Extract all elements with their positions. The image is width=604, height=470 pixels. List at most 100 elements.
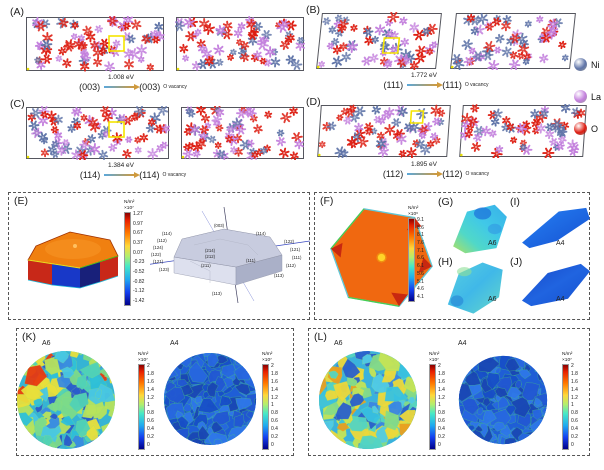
panel-label-a: (A) <box>10 6 24 18</box>
reaction-b: 1.772 eV (111) (111) O vacancy <box>356 72 516 90</box>
colorbar-title: N/m² <box>562 352 573 357</box>
colorbar-scale: ×10⁷ <box>124 205 134 211</box>
colorbar-tick: 1.8 <box>271 370 278 377</box>
colorbar-tick: -0.23 <box>133 259 145 266</box>
panel-label-k: (K) <box>22 331 36 343</box>
panel-label-e: (E) <box>14 195 28 207</box>
facet-to: (111) <box>442 80 462 90</box>
crystal-slab <box>317 104 451 158</box>
colorbar-tick: -0.52 <box>133 268 145 275</box>
facet-miller-index: (111) <box>246 258 256 263</box>
colorbar-tick: 0.2 <box>438 434 445 441</box>
reaction-arrow-icon <box>407 81 444 88</box>
colorbar-tick: 0.2 <box>571 434 578 441</box>
colorbar-tick: 1.8 <box>147 370 154 377</box>
grain-shape-h <box>447 262 503 314</box>
facet-from: (003) <box>79 82 101 92</box>
sample-tag: A4 <box>556 240 565 247</box>
facet-miller-index: (114) <box>256 231 266 236</box>
crystal-slab <box>181 106 304 160</box>
colorbar-tick: 1 <box>271 402 274 409</box>
ni-atom-icon <box>574 58 587 71</box>
colorbar-scale: ×10⁷ <box>262 357 272 363</box>
wulff-shape-colored <box>27 231 119 289</box>
colorbar-scale: ×10⁷ <box>138 357 148 363</box>
crystal-slab <box>175 16 305 71</box>
colorbar-tick: 0.2 <box>271 434 278 441</box>
colorbar-tick: 1.8 <box>571 370 578 377</box>
colorbar-tick: 1 <box>147 402 150 409</box>
panel-label-d: (D) <box>306 96 321 108</box>
colorbar-gradient <box>262 364 269 451</box>
sample-tag: A4 <box>458 340 467 347</box>
panel-label-i: (I) <box>510 196 520 208</box>
facet-miller-index: (113) <box>212 291 222 296</box>
wulff-shape-grey: (114) (112) (124) (122) (121) (123) (003) (214)… <box>150 206 310 304</box>
colorbar-gradient <box>124 212 131 307</box>
colorbar-gradient <box>429 364 436 451</box>
colorbar-tick: 0 <box>147 441 150 448</box>
colorbar-title: N/m² <box>262 352 273 357</box>
colorbar-tick: 1.6 <box>147 378 154 385</box>
colorbar-scale: ×10⁷ <box>562 357 572 363</box>
colorbar-tick: 0.97 <box>133 220 143 227</box>
colorbar-gradient <box>408 218 415 303</box>
panel-label-l: (L) <box>314 331 327 343</box>
legend-label: La <box>591 91 602 102</box>
legend-label: O <box>591 123 599 134</box>
legend-item-o: O <box>574 122 604 135</box>
facet-miller-index: (122) <box>151 252 162 257</box>
colorbar-k1: N/m² ×10⁷ 2 1.8 1.6 1.4 1.2 1 0.8 0.6 0.4 0.2 0 <box>138 352 154 451</box>
colorbar-tick: 0 <box>438 441 441 448</box>
colorbar-title: N/m² <box>138 352 149 357</box>
grain-map-circle <box>163 352 257 446</box>
colorbar-tick: 0.37 <box>133 240 143 246</box>
facet-miller-index: (212) <box>205 254 216 259</box>
colorbar-tick: -1.42 <box>133 297 145 304</box>
facet-miller-index: (211) <box>201 263 211 268</box>
colorbar-title: N/m² <box>408 206 419 211</box>
colorbar-scale: ×10⁶ <box>408 211 419 217</box>
colorbar-l1: N/m² ×10⁷ 2 1.8 1.6 1.4 1.2 1 0.8 0.6 0.4 0.2 0 <box>429 352 445 451</box>
panel-label-j: (J) <box>510 256 523 268</box>
colorbar-tick: 1.6 <box>271 378 278 385</box>
o-atom-icon <box>574 122 587 135</box>
colorbar-tick: 1 <box>438 402 441 409</box>
colorbar-tick: 1.8 <box>438 370 445 377</box>
colorbar-tick: 1 <box>571 402 574 409</box>
crystal-slab <box>450 12 576 70</box>
colorbar-tick: 1.4 <box>147 386 154 393</box>
facet-miller-index: (122) <box>284 239 295 244</box>
colorbar-tick: 0.2 <box>147 434 154 441</box>
colorbar-tick: 4.1 <box>417 293 424 300</box>
atom-legend: Ni La O <box>574 58 604 154</box>
sample-tag: A6 <box>488 296 497 303</box>
colorbar-title: N/m² <box>124 200 135 205</box>
energy-label: 1.772 eV <box>410 72 438 79</box>
grain-shape-i <box>522 207 590 249</box>
facet-to: (003) <box>139 82 161 92</box>
panel-k-box <box>16 328 294 456</box>
panel-label-h: (H) <box>438 256 453 268</box>
facet-miller-index: (111) <box>292 255 302 260</box>
colorbar-tick: 0.8 <box>147 410 154 417</box>
colorbar-gradient <box>138 364 145 451</box>
colorbar-tick: 1.2 <box>147 394 154 401</box>
colorbar-tick: 1.6 <box>571 378 578 385</box>
colorbar-tick: 9.1 <box>417 217 424 224</box>
sample-tag: A6 <box>488 240 497 247</box>
colorbar-gradient <box>562 364 569 451</box>
colorbar-tick: 0 <box>571 441 574 448</box>
reaction-arrow-icon <box>407 170 444 177</box>
colorbar-tick: 0.07 <box>133 249 143 256</box>
colorbar-tick: 0 <box>271 441 274 448</box>
reaction-arrow-icon <box>104 83 141 90</box>
legend-label: Ni <box>591 59 600 70</box>
colorbar-tick: 0.6 <box>571 418 578 425</box>
vacancy-subscript: O vacancy <box>464 82 489 88</box>
facet-to: (112) <box>442 169 463 179</box>
facet-miller-index: (003) <box>214 223 225 228</box>
colorbar-f: N/m² ×10⁶ 9.1 8.6 8.1 7.6 7.1 6.6 6.1 5.6 5.1 4.6 4.… <box>408 206 424 303</box>
energy-label: 1.008 eV <box>107 74 135 81</box>
colorbar-scale: ×10⁷ <box>429 357 439 363</box>
